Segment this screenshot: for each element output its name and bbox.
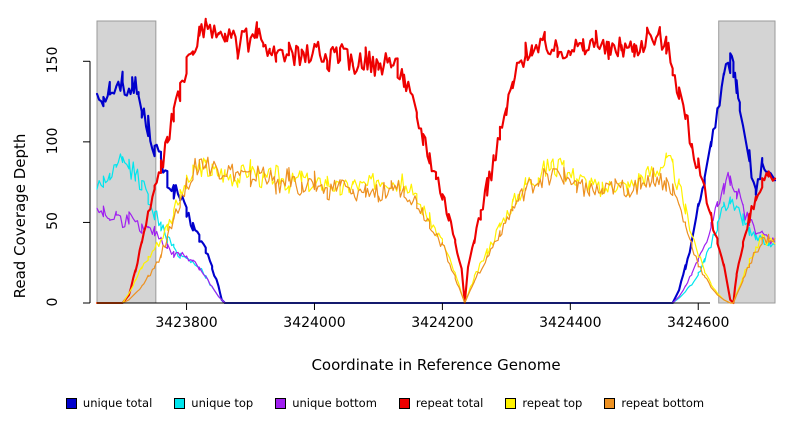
- legend-swatch-icon: [65, 397, 77, 409]
- x-tick-label-2: 3424200: [411, 315, 474, 331]
- y-tick-label-1: 50: [45, 212, 61, 231]
- legend-item-unique-total[interactable]: unique total: [65, 396, 153, 410]
- legend-item-repeat-bottom[interactable]: repeat bottom: [604, 396, 704, 410]
- chart-legend: unique total unique top unique bottom repea…: [0, 396, 792, 410]
- legend-item-repeat-top[interactable]: repeat top: [505, 396, 582, 410]
- legend-label: repeat top: [522, 396, 583, 410]
- legend-swatch-icon: [604, 397, 616, 409]
- right-flank-shade: [718, 20, 776, 304]
- x-tick-label-0: 3423800: [155, 315, 218, 331]
- legend-swatch-icon: [505, 397, 517, 409]
- legend-label: repeat total: [415, 396, 484, 410]
- legend-label: unique top: [191, 396, 254, 410]
- legend-label: unique bottom: [292, 396, 377, 410]
- x-tick-label-1: 3424000: [283, 315, 346, 331]
- legend-swatch-icon: [275, 397, 287, 409]
- legend-swatch-icon: [174, 397, 186, 409]
- y-axis-title: Read Coverage Depth: [11, 133, 29, 299]
- series-line-repeat-total: [95, 17, 777, 305]
- left-flank-shade: [96, 20, 157, 304]
- y-tick-label-3: 150: [45, 46, 61, 74]
- legend-item-unique-top[interactable]: unique top: [174, 396, 253, 410]
- legend-swatch-icon: [398, 397, 410, 409]
- legend-label: repeat bottom: [621, 396, 705, 410]
- series-line-repeat-bottom: [96, 156, 776, 304]
- legend-item-unique-bottom[interactable]: unique bottom: [275, 396, 377, 410]
- x-tick-label-4: 3424600: [667, 315, 730, 331]
- legend-item-repeat-total[interactable]: repeat total: [398, 396, 484, 410]
- x-axis-title: Coordinate in Reference Genome: [311, 356, 561, 374]
- y-tick-label-0: 0: [45, 297, 61, 307]
- legend-label: unique total: [82, 396, 153, 410]
- x-tick-label-3: 3424400: [539, 315, 602, 331]
- y-tick-label-2: 100: [45, 127, 61, 155]
- series-line-repeat-top: [96, 152, 776, 304]
